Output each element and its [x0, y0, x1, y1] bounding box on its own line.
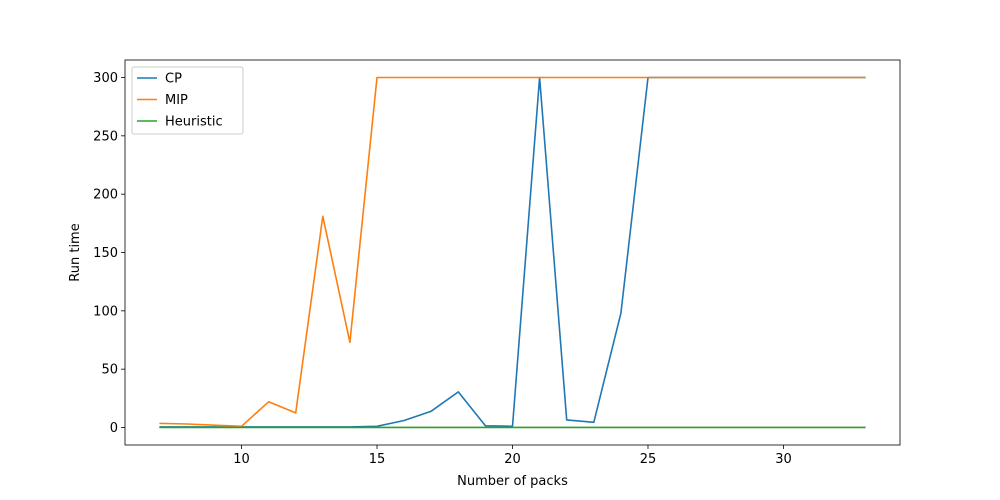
x-tick-label: 30	[775, 452, 792, 467]
y-axis-ticks: 0 50 100 150 200 250 300	[93, 71, 125, 436]
y-tick-label: 300	[93, 71, 118, 86]
legend: CP MIP Heuristic	[131, 66, 244, 135]
x-tick-label: 20	[504, 452, 521, 467]
legend-label-mip: MIP	[165, 93, 188, 108]
y-tick-label: 250	[93, 129, 118, 144]
legend-label-heuristic: Heuristic	[165, 115, 223, 130]
x-axis-ticks: 10 15 20 25 30	[233, 445, 792, 467]
x-axis-label: Number of packs	[457, 474, 568, 489]
y-tick-label: 50	[101, 363, 118, 378]
x-tick-label: 10	[233, 452, 250, 467]
y-tick-label: 150	[93, 246, 118, 261]
legend-label-cp: CP	[165, 72, 182, 87]
x-tick-label: 15	[369, 452, 386, 467]
y-tick-label: 0	[110, 421, 118, 436]
legend-box	[131, 66, 244, 135]
series-line-mip	[159, 76, 866, 428]
y-tick-label: 200	[93, 188, 118, 203]
y-tick-label: 100	[93, 304, 118, 319]
x-tick-label: 25	[640, 452, 657, 467]
plot-lines	[159, 76, 866, 429]
y-axis-label: Run time	[68, 223, 83, 281]
